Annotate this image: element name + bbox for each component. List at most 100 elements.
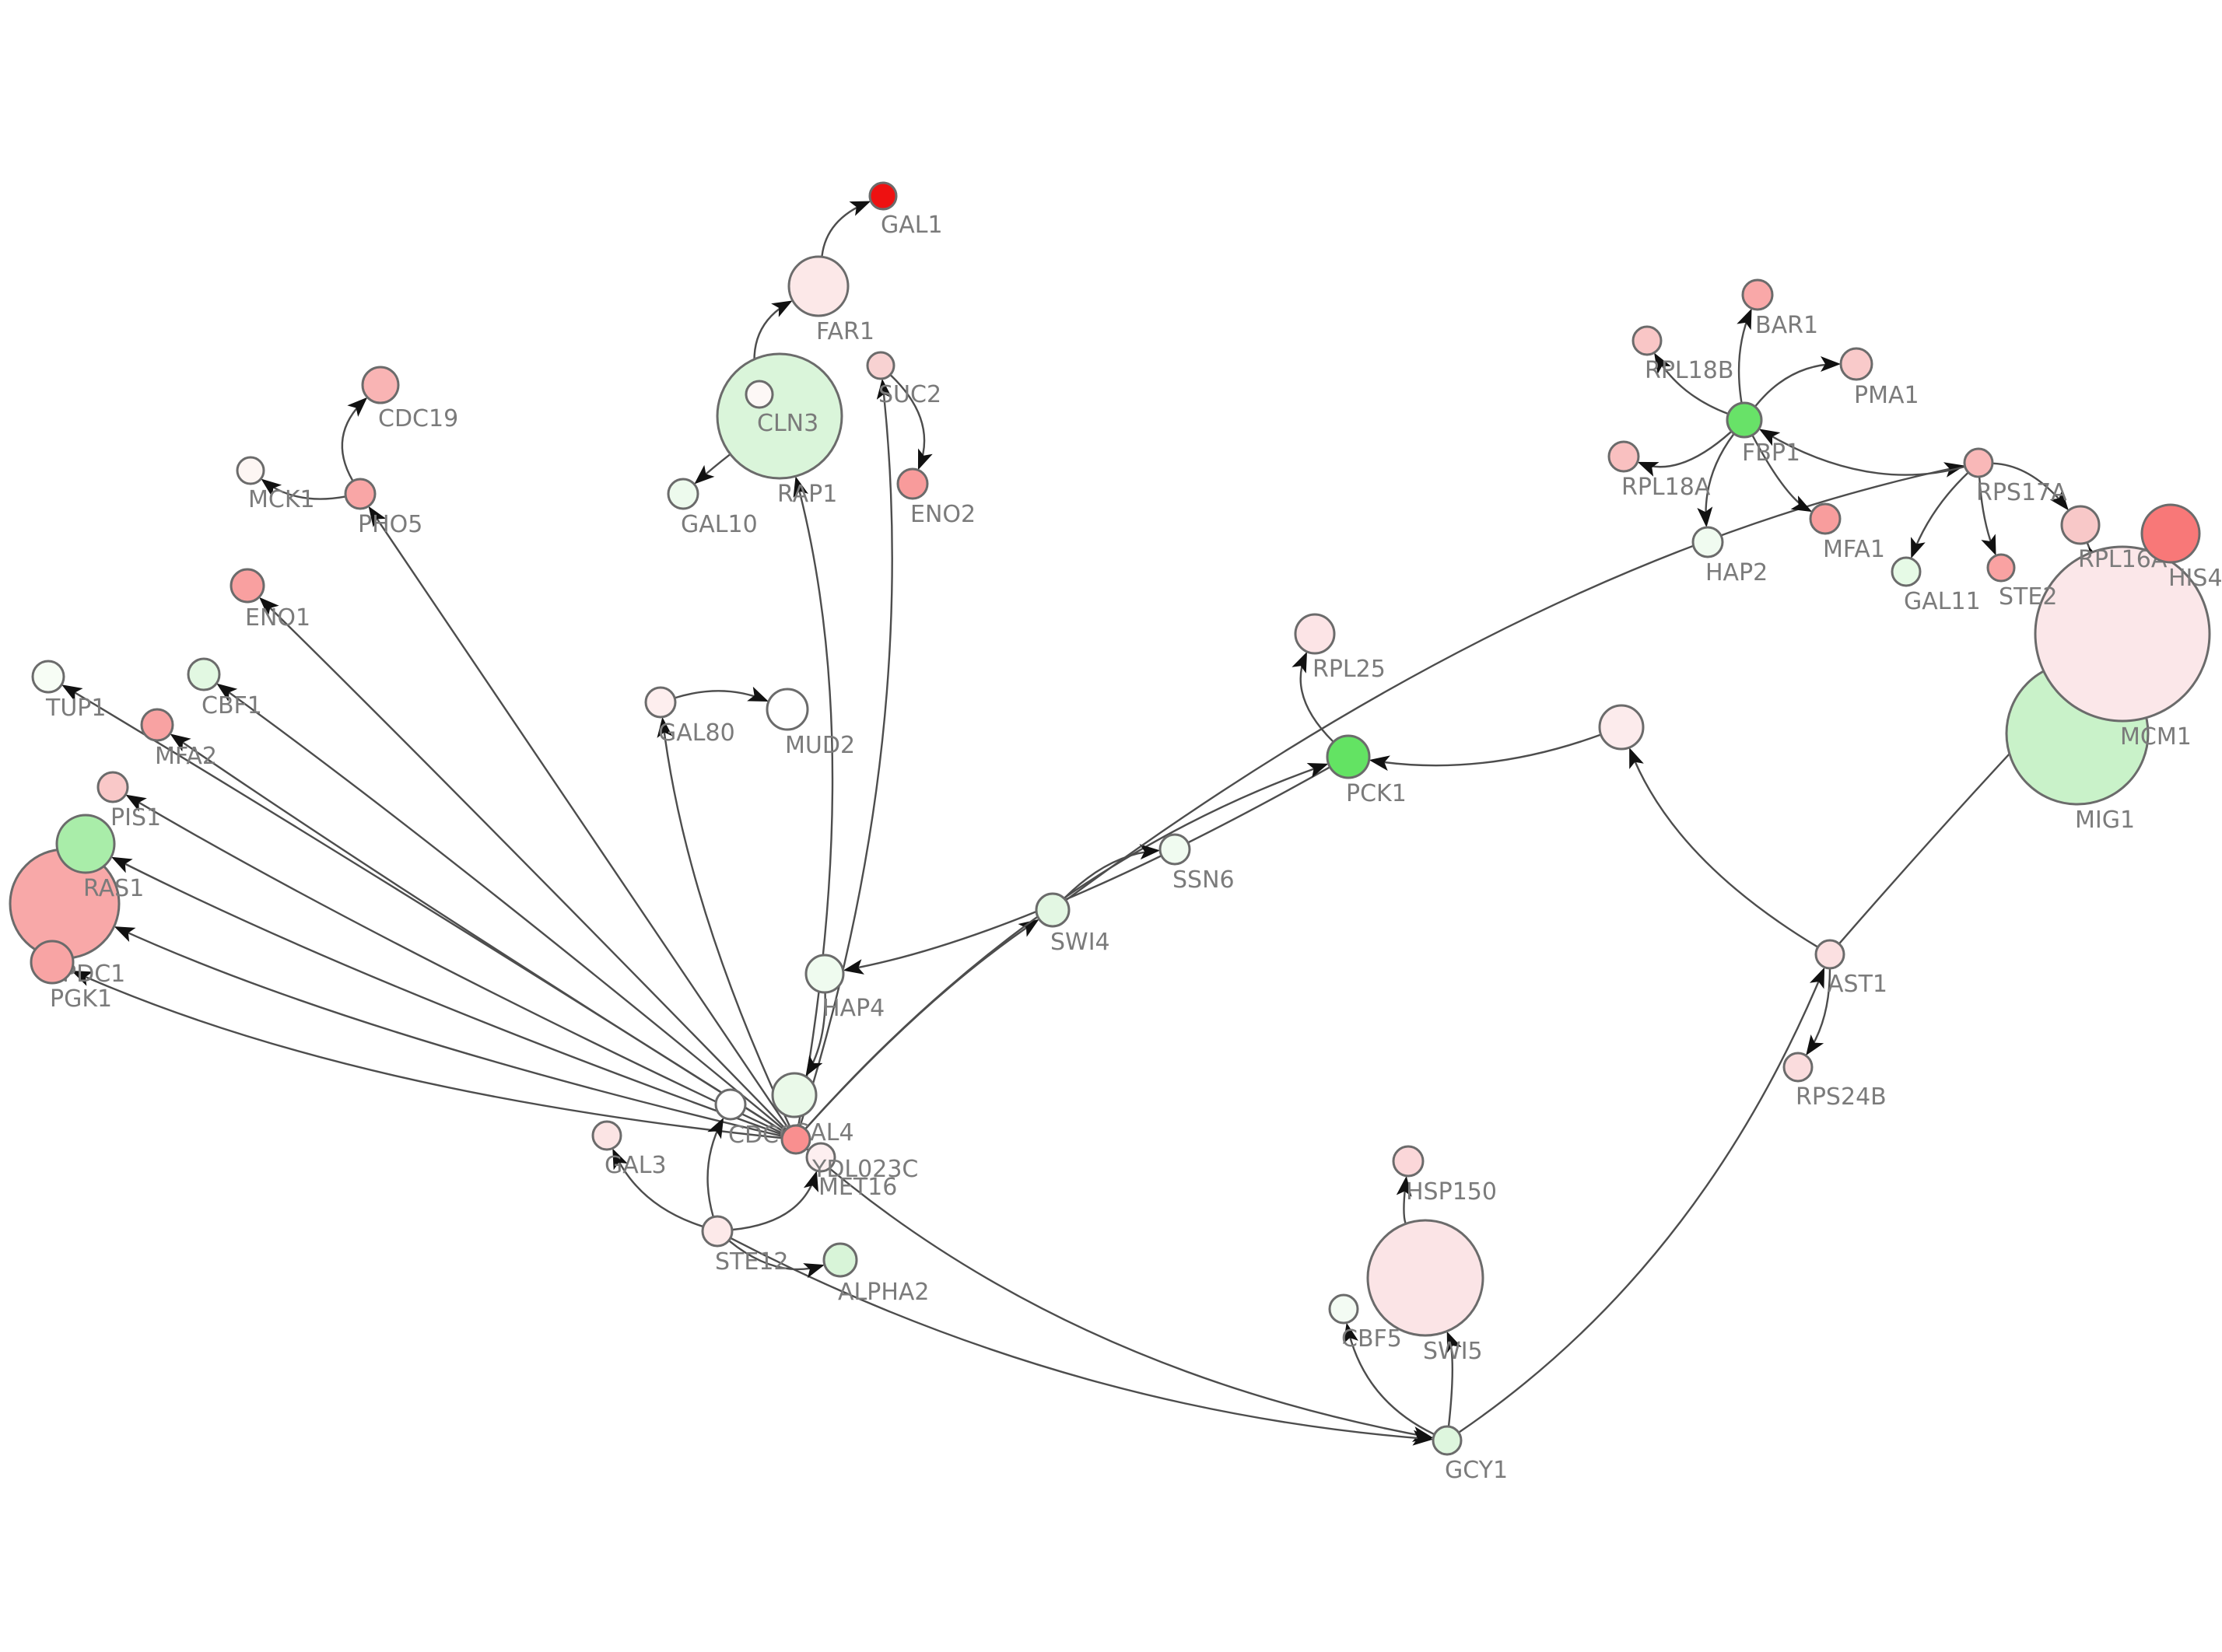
node-cbf1[interactable] (187, 657, 221, 691)
node-ast1[interactable] (1814, 939, 1845, 970)
node-gcy1[interactable] (1432, 1425, 1463, 1456)
node-cdc19[interactable] (361, 366, 400, 404)
node-group-rpl18b: RPL18B (1631, 325, 1733, 384)
edge-ydl023c-eno1[interactable] (259, 597, 787, 1130)
edge-ydl023c-gal80[interactable] (657, 716, 790, 1127)
node-gal4[interactable] (771, 1072, 818, 1118)
node-pis1[interactable] (96, 771, 129, 803)
node-swi5[interactable] (1366, 1219, 1484, 1337)
node-cbf5[interactable] (1328, 1293, 1359, 1325)
edge-ydl023c-suc2[interactable] (799, 378, 893, 1126)
edge-ydl023c-cbf1[interactable] (216, 683, 786, 1131)
node-met16[interactable] (805, 1142, 836, 1173)
edge-hap4-gal4[interactable] (805, 992, 826, 1077)
node-gal3[interactable] (591, 1120, 622, 1151)
node-his4[interactable] (2140, 503, 2201, 564)
node-label-mcm1: MCM1 (2120, 723, 2192, 751)
node-rps24b[interactable] (1782, 1052, 1814, 1083)
node-bar1[interactable] (1741, 278, 1774, 311)
node-gal80[interactable] (644, 686, 677, 719)
edge-fbp1-mfa1[interactable] (1751, 435, 1813, 513)
edge-ydl023c-rap1[interactable] (793, 476, 834, 1125)
node-ste12[interactable] (701, 1215, 734, 1248)
edge-rps17a-gal11[interactable] (1911, 472, 1969, 559)
edge-ste12-met16[interactable] (732, 1171, 819, 1231)
node-tup1[interactable] (31, 660, 65, 694)
edge-gcy1-swi5[interactable] (1446, 1331, 1462, 1426)
edge-ste12-alpha2[interactable] (728, 1240, 825, 1279)
node-eno2[interactable] (896, 467, 929, 500)
node-group-pma1: PMA1 (1839, 347, 1919, 409)
node-ssn6[interactable] (1158, 833, 1191, 866)
edge-suc2-eno2[interactable] (890, 374, 933, 471)
edge-fbp1-hap2[interactable] (1697, 433, 1735, 528)
node-gal10[interactable] (667, 478, 699, 510)
node-gal1[interactable] (868, 181, 898, 211)
edge-ydl023c-pho5[interactable] (368, 506, 789, 1128)
node-pck1[interactable] (1326, 734, 1371, 779)
node-node_a[interactable] (1598, 704, 1645, 751)
edge-ydl023c-mfa2[interactable] (170, 733, 784, 1132)
node-cdc6[interactable] (714, 1088, 747, 1121)
node-ras1[interactable] (55, 814, 116, 874)
node-eno1[interactable] (230, 568, 265, 604)
edge-ste12-gcy1[interactable] (731, 1237, 1434, 1446)
node-mud2[interactable] (766, 688, 809, 731)
edge-pho5-cdc19[interactable] (341, 397, 368, 481)
node-rpl18b[interactable] (1631, 325, 1663, 356)
node-group-far1: FAR1 (787, 255, 874, 345)
node-mck1[interactable] (236, 456, 265, 485)
edge-ydl023c-pgk1[interactable] (71, 970, 782, 1139)
edge-ast1-node_a[interactable] (1629, 747, 1818, 948)
edge-far1-gal1[interactable] (821, 201, 871, 257)
edge-gal80-mud2[interactable] (675, 686, 769, 702)
edge-gcy1-cbf5[interactable] (1343, 1322, 1435, 1435)
node-rpl18a[interactable] (1607, 440, 1640, 473)
edge-node_a-pck1[interactable] (1369, 733, 1601, 772)
edge-swi4-ssn6[interactable] (1064, 844, 1161, 899)
node-ste2[interactable] (1986, 553, 2016, 583)
node-suc2[interactable] (866, 351, 895, 380)
edge-fbp1-rpl18a[interactable] (1637, 431, 1732, 477)
edge-pck1-rpl25[interactable] (1291, 651, 1334, 743)
edge-rps17a-ste2[interactable] (1978, 477, 1996, 556)
node-label-mfa1: MFA1 (1823, 536, 1885, 563)
edge-gcy1-ast1[interactable] (1459, 967, 1825, 1433)
node-ydl023c[interactable] (780, 1124, 811, 1155)
node-pgk1[interactable] (30, 940, 75, 985)
edge-fbp1-rpl18b[interactable] (1654, 352, 1728, 415)
node-mcm1[interactable] (2034, 545, 2211, 723)
node-mfa2[interactable] (140, 708, 174, 742)
node-gal11[interactable] (1891, 556, 1922, 587)
node-cln3[interactable] (745, 380, 774, 409)
edge-rps17a-rpl16a[interactable] (1992, 462, 2069, 511)
node-swi4[interactable] (1035, 892, 1071, 928)
edge-fbp1-pma1[interactable] (1754, 356, 1841, 407)
node-pma1[interactable] (1839, 347, 1873, 381)
node-hap2[interactable] (1691, 526, 1724, 558)
edge-ste12-gal3[interactable] (612, 1148, 703, 1227)
edge-ydl023c-gcy1[interactable] (806, 1148, 1434, 1442)
edge-fbp1-bar1[interactable] (1737, 308, 1752, 403)
edge-rap1-gal10[interactable] (694, 453, 731, 485)
node-pho5[interactable] (344, 478, 377, 510)
edge-swi4-rps17a[interactable] (1065, 462, 1965, 901)
node-rpl16a[interactable] (2060, 505, 2101, 545)
edge-rps17a-fbp1[interactable] (1758, 429, 1965, 476)
node-rps17a[interactable] (1963, 447, 1994, 478)
node-rpl25[interactable] (1294, 613, 1336, 655)
edge-ydl023c-pdc1[interactable] (114, 926, 782, 1137)
edge-swi5-hsp150[interactable] (1396, 1175, 1412, 1223)
edge-ydl023c-pis1[interactable] (125, 794, 783, 1134)
node-fbp1[interactable] (1726, 401, 1763, 439)
node-mfa1[interactable] (1809, 502, 1842, 535)
node-hap4[interactable] (804, 954, 845, 994)
edge-ast1-rps24b[interactable] (1806, 968, 1831, 1056)
edge-pho5-mck1[interactable] (261, 478, 345, 500)
node-hsp150[interactable] (1392, 1145, 1425, 1178)
node-far1[interactable] (787, 255, 850, 317)
edge-ste12-cdc6[interactable] (706, 1117, 724, 1217)
node-alpha2[interactable] (822, 1242, 858, 1278)
edge-ydl023c-ras1[interactable] (111, 856, 783, 1136)
